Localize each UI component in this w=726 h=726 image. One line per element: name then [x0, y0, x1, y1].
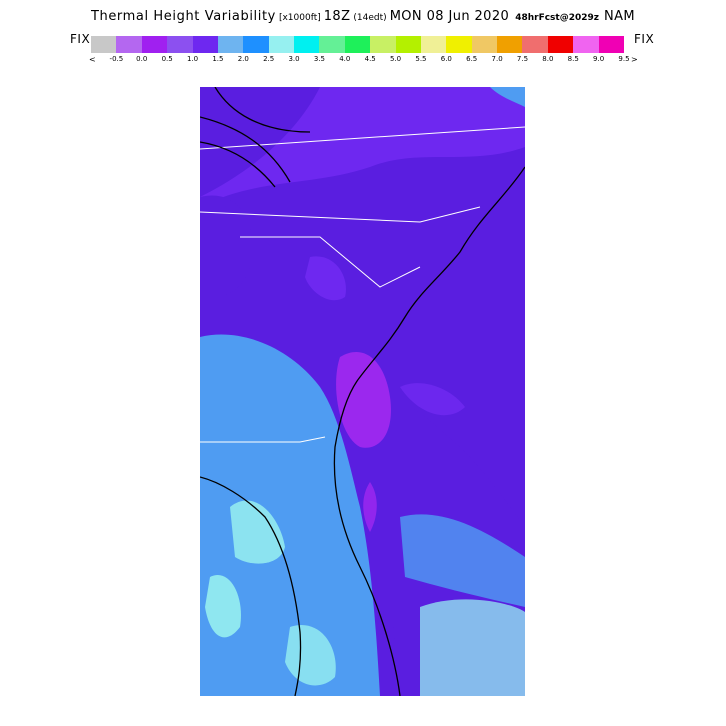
- cyan-patch-se: [420, 599, 525, 696]
- chart-title: Thermal Height Variability [x1000ft] 18Z…: [0, 9, 726, 29]
- cyan-patch-sw: [205, 575, 241, 638]
- color-swatch: [573, 36, 599, 53]
- color-swatch: [446, 36, 472, 53]
- color-scale-tick-label: 4.5: [364, 55, 376, 63]
- cyan-patch-south: [285, 625, 336, 686]
- color-swatch: [395, 36, 421, 53]
- scale-arrow-left: <: [89, 55, 96, 64]
- color-scale-bar: [91, 36, 624, 53]
- color-scale-tick-label: 8.0: [542, 55, 554, 63]
- color-scale-tick-label: 2.0: [237, 55, 249, 63]
- mountain-contour-1: [200, 116, 291, 183]
- map-canvas: [200, 87, 525, 696]
- state-line-va: [200, 126, 525, 150]
- color-swatch: [91, 36, 117, 53]
- color-scale-tick-label: 7.0: [491, 55, 503, 63]
- violet-cell-inland: [305, 256, 346, 301]
- title-valid-time: 18Z: [323, 9, 351, 24]
- color-scale-tick-label: 9.0: [593, 55, 605, 63]
- color-swatch: [420, 36, 447, 53]
- coastlines: [200, 87, 525, 696]
- offshore-light-band: [400, 514, 525, 607]
- state-line-ga-fl: [200, 436, 326, 443]
- color-swatch: [471, 36, 497, 53]
- cyan-patch-west: [230, 500, 285, 564]
- gulf-coastline: [200, 476, 302, 696]
- light-blue-corner: [490, 87, 525, 107]
- color-scale-tick-label: 3.0: [288, 55, 300, 63]
- color-swatch: [294, 36, 320, 53]
- title-date: MON 08 Jun 2020: [389, 9, 510, 24]
- color-scale-tick-label: 5.5: [415, 55, 427, 63]
- title-units: [x1000ft]: [278, 13, 321, 23]
- state-line-nc: [200, 206, 481, 223]
- color-scale-tick-label: 6.5: [466, 55, 478, 63]
- color-scale-tick-label: 0.0: [136, 55, 148, 63]
- color-swatch: [192, 36, 218, 53]
- purple-core-south: [363, 482, 377, 532]
- color-scale-tick-label: 8.5: [567, 55, 579, 63]
- state-line-sc: [240, 236, 421, 288]
- color-scale-tick-label: 7.5: [516, 55, 529, 63]
- color-scale-tick-label: 3.5: [313, 55, 325, 63]
- deep-purple-west: [200, 195, 253, 297]
- fix-label-right: FIX: [634, 32, 655, 46]
- color-swatch: [268, 36, 294, 53]
- atlantic-coastline: [333, 166, 525, 696]
- color-scale-tick-label: 0.5: [161, 55, 173, 63]
- mountain-contour-3: [214, 87, 311, 133]
- color-swatch: [497, 36, 523, 53]
- purple-core-area: [336, 351, 391, 448]
- color-swatch: [319, 36, 345, 53]
- fix-label-left: FIX: [70, 32, 91, 46]
- land-light-blue-area: [200, 334, 380, 696]
- color-swatch: [370, 36, 396, 53]
- color-swatch: [522, 36, 548, 53]
- color-swatch: [217, 36, 244, 53]
- color-scale-tick-label: 2.5: [263, 55, 275, 63]
- color-swatch: [167, 36, 193, 53]
- color-scale-tick-label: 5.0: [389, 55, 402, 63]
- deep-purple-northwest: [200, 87, 320, 197]
- title-text: Thermal Height Variability: [90, 9, 276, 24]
- title-forecast: 48hrFcst@2029z: [515, 13, 600, 23]
- color-scale-tick-label: -0.5: [109, 55, 124, 63]
- color-scale-ticks: -0.5 0.0 0.5 1.0 1.5 2.0 2.5 3.0 3.5 4.0 4.5 5.0 5.5…: [91, 55, 630, 65]
- color-swatch: [344, 36, 371, 53]
- state-boundaries: [200, 126, 525, 443]
- scale-arrow-right: >: [631, 55, 638, 64]
- color-scale-tick-label: 9.5: [618, 55, 630, 63]
- color-swatch: [141, 36, 168, 53]
- color-scale-tick-label: 1.0: [186, 55, 199, 63]
- color-scale-tick-label: 4.0: [339, 55, 351, 63]
- color-swatch: [547, 36, 574, 53]
- forecast-map: [200, 87, 525, 696]
- mountain-contour-2: [200, 141, 276, 188]
- color-scale-tick-label: 1.5: [212, 55, 224, 63]
- violet-patch-east: [400, 383, 465, 416]
- color-scale-tick-label: 6.0: [440, 55, 452, 63]
- title-model: NAM: [604, 9, 636, 24]
- color-swatch: [243, 36, 269, 53]
- color-swatch: [116, 36, 142, 53]
- title-local-time: (14edt): [353, 13, 387, 23]
- color-swatch: [598, 36, 624, 53]
